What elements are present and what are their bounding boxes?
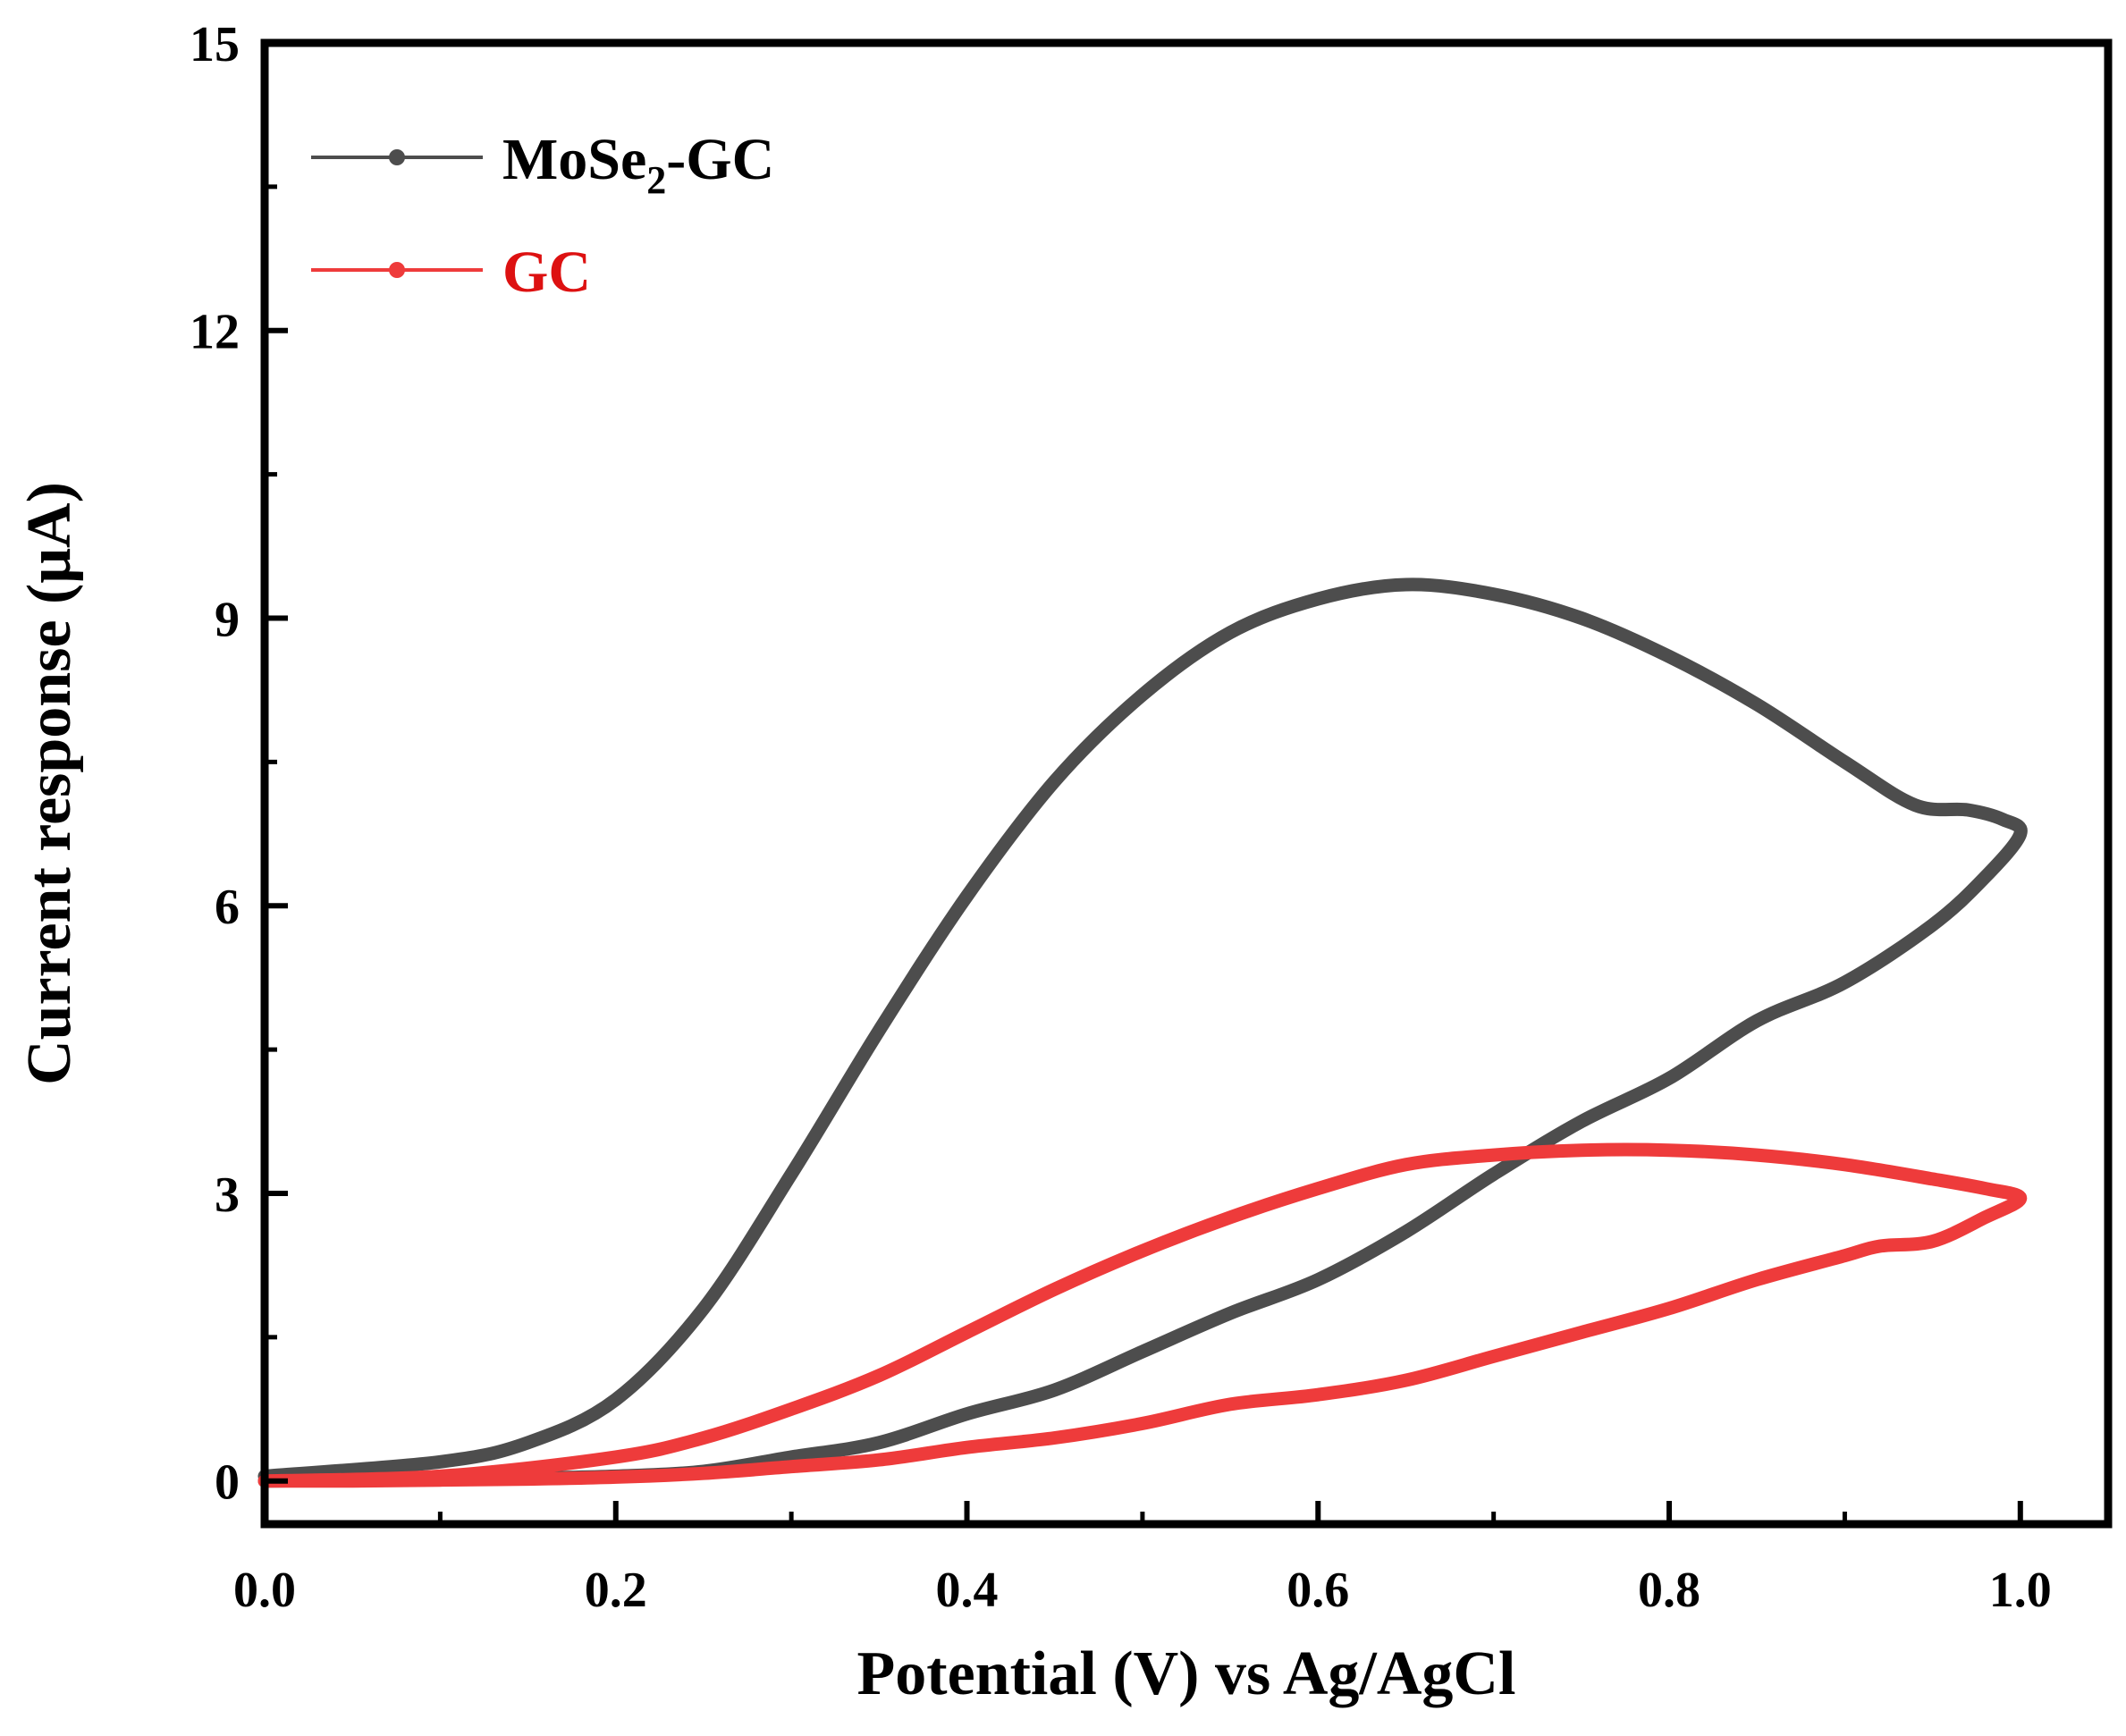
legend-label-mose2-gc: MoSe2-GC <box>502 127 774 202</box>
plot-frame <box>260 38 2113 1529</box>
legend-item-gc: GC <box>311 240 591 305</box>
y-axis-title: Current response (μA) <box>15 482 84 1085</box>
y-tick-label: 3 <box>215 1167 240 1223</box>
series-line-gc <box>257 1142 2028 1488</box>
legend-marker-gc <box>389 262 405 278</box>
legend-item-mose2-gc: MoSe2-GC <box>311 127 774 202</box>
x-axis-title: Potential (V) vs Ag/AgCl <box>857 1639 1516 1708</box>
legend-marker-mose2-gc <box>389 149 405 165</box>
legend-label-gc: GC <box>502 240 591 305</box>
axis-ticks: 0.0 0.2 0.4 0.6 0.8 1.0 0 3 6 9 12 15 <box>190 17 2052 1618</box>
x-tick-label: 0.8 <box>1638 1563 1700 1618</box>
x-tick-label: 0.0 <box>233 1563 296 1618</box>
x-tick-label: 1.0 <box>1989 1563 2052 1618</box>
series-layer <box>257 577 2028 1488</box>
series-line-mose2-gc <box>257 577 2028 1488</box>
y-tick-label: 15 <box>190 17 240 72</box>
y-tick-label: 0 <box>215 1455 240 1511</box>
y-tick-label: 6 <box>215 880 240 935</box>
x-tick-label: 0.4 <box>936 1563 999 1618</box>
x-tick-label: 0.6 <box>1287 1563 1349 1618</box>
legend: MoSe2-GC GC <box>311 127 774 305</box>
x-tick-label: 0.2 <box>585 1563 647 1618</box>
y-tick-label: 12 <box>190 305 240 360</box>
y-tick-label: 9 <box>215 592 240 647</box>
